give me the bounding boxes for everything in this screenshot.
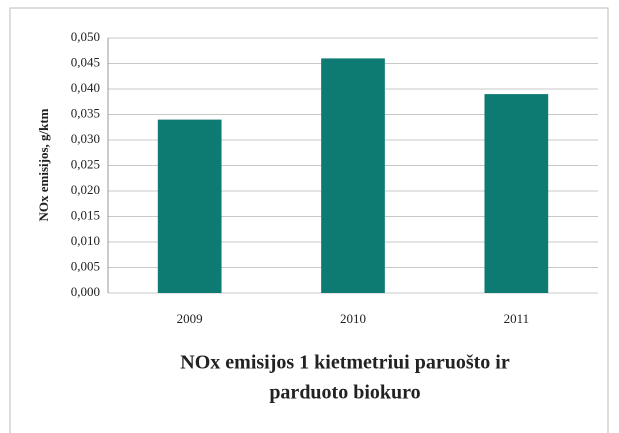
bar bbox=[484, 94, 549, 293]
y-tick-label: 0,005 bbox=[71, 258, 100, 273]
y-tick-label: 0,015 bbox=[71, 207, 100, 222]
y-tick-label: 0,000 bbox=[71, 284, 100, 299]
x-tick-label: 2011 bbox=[504, 311, 530, 326]
x-tick-label: 2010 bbox=[340, 311, 366, 326]
x-tick-label: 2009 bbox=[177, 311, 203, 326]
chart-title: NOx emisijos 1 kietmetriui paruošto ir bbox=[180, 352, 510, 374]
y-tick-label: 0,050 bbox=[71, 29, 100, 44]
bar bbox=[321, 58, 385, 294]
y-tick-label: 0,010 bbox=[71, 233, 100, 248]
y-tick-label: 0,030 bbox=[71, 131, 100, 146]
y-tick-label: 0,035 bbox=[71, 105, 100, 120]
chart-title: parduoto biokuro bbox=[269, 382, 420, 404]
y-axis-label: NOx emisijos, g/ktm bbox=[36, 108, 51, 221]
y-tick-label: 0,040 bbox=[71, 80, 100, 95]
bar bbox=[157, 119, 222, 293]
y-tick-label: 0,020 bbox=[71, 182, 100, 197]
y-tick-label: 0,025 bbox=[71, 156, 100, 171]
y-tick-label: 0,045 bbox=[71, 54, 100, 69]
